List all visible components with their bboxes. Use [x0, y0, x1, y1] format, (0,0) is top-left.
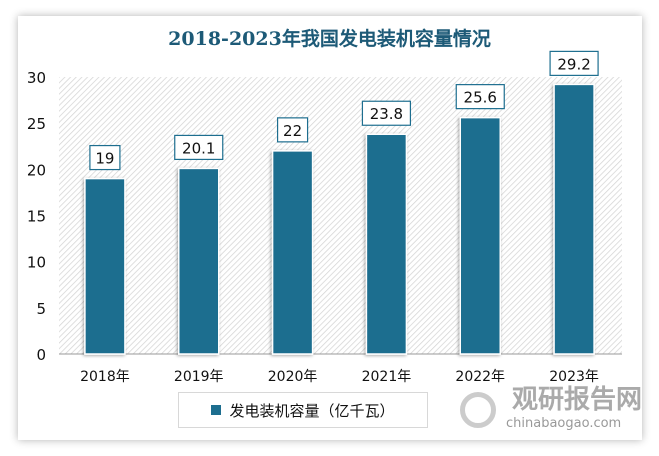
data-label-box [276, 117, 309, 143]
x-tick-label: 2021年 [362, 369, 412, 385]
data-label: 19 [95, 150, 114, 168]
y-tick-label: 10 [27, 254, 46, 272]
legend-label: 发电装机容量（亿千瓦） [229, 401, 395, 420]
bar [178, 167, 220, 355]
y-tick-label: 30 [27, 69, 46, 87]
data-label: 22 [283, 122, 302, 140]
y-tick-label: 25 [27, 115, 46, 133]
plot-area [59, 77, 622, 354]
watermark-url: chinabaogao.com [506, 416, 622, 431]
bar [271, 150, 314, 355]
data-label: 25.6 [464, 89, 497, 107]
bar [553, 83, 595, 355]
y-tick-label: 5 [36, 300, 46, 318]
y-tick-label: 0 [36, 346, 46, 364]
data-label-box [455, 84, 505, 110]
data-label: 20.1 [182, 139, 215, 157]
watermark-name: 观研报告网 [512, 385, 643, 415]
bar [459, 116, 501, 355]
data-label-box [89, 144, 121, 171]
data-label: 23.8 [370, 105, 403, 123]
x-tick-label: 2019年 [174, 369, 224, 385]
x-tick-label: 2018年 [80, 369, 130, 385]
data-label-box [361, 100, 412, 126]
y-tick-label: 20 [27, 161, 46, 179]
bar [84, 177, 126, 355]
legend: 发电装机容量（亿千瓦） [178, 392, 428, 428]
watermark-logo-icon [460, 392, 496, 428]
legend-swatch [211, 405, 222, 415]
data-label: 29.2 [557, 55, 590, 73]
x-tick-label: 2023年 [549, 369, 599, 385]
data-label-box [549, 50, 599, 76]
data-label-box [174, 134, 224, 161]
x-tick-label: 2020年 [268, 369, 318, 385]
y-tick-label: 15 [27, 208, 46, 226]
bar [365, 133, 408, 355]
chart-title: 2018-2023年我国发电装机容量情况 [168, 28, 491, 50]
x-tick-label: 2022年 [455, 369, 505, 385]
